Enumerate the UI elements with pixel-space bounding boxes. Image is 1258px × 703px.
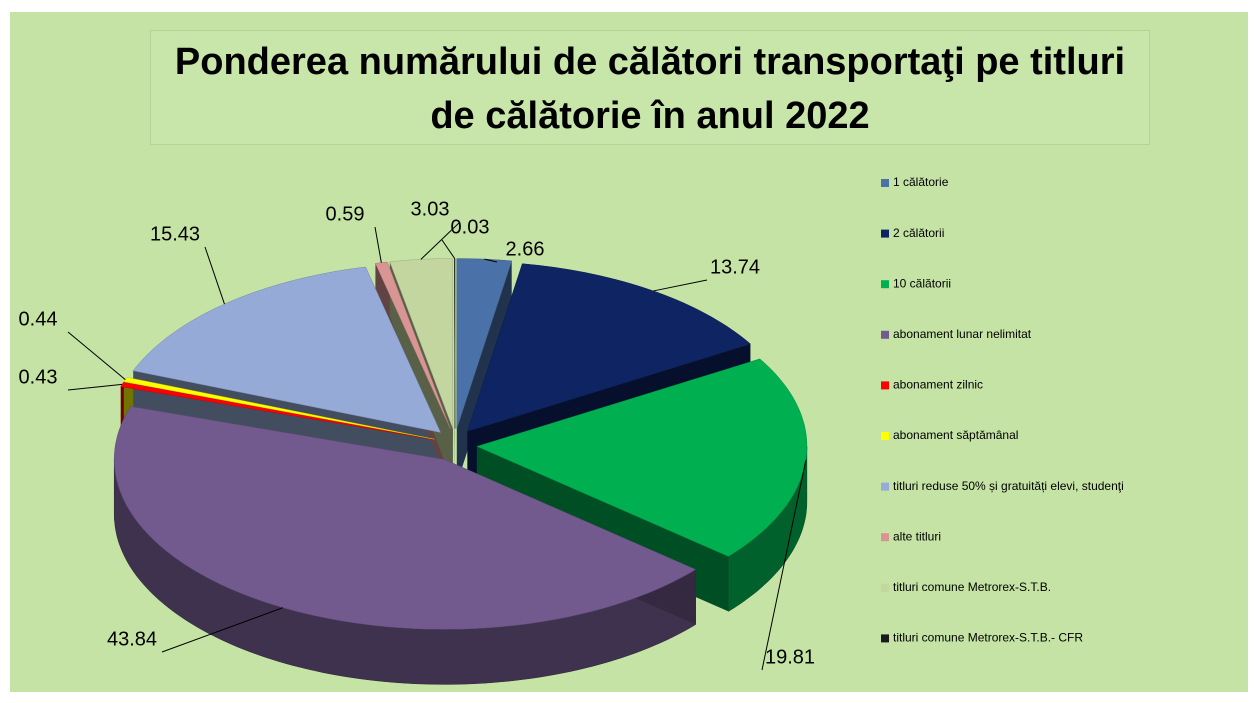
legend-swatch [881, 381, 889, 390]
data-label: 43.84 [107, 628, 157, 650]
leader-line [161, 607, 284, 653]
slice [120, 382, 435, 440]
legend-label: 2 călătorii [893, 226, 944, 240]
leader-line [374, 226, 382, 263]
slice [113, 406, 697, 630]
leader-line [761, 460, 807, 671]
data-label: 13.74 [710, 256, 760, 278]
slice [389, 258, 454, 429]
leader-line [420, 221, 461, 260]
slice [454, 258, 456, 429]
slice [467, 263, 751, 432]
legend-label: alte titluri [893, 529, 941, 543]
legend-swatch [881, 330, 889, 339]
legend-swatch [881, 280, 889, 289]
legend-swatch [881, 179, 889, 187]
legend-label: abonament săptămânal [893, 428, 1018, 442]
chart-title: Ponderea numărului de călători transport… [150, 30, 1150, 145]
data-label: 0.43 [19, 366, 58, 388]
data-label: 0.59 [326, 203, 365, 225]
legend-swatch [881, 634, 889, 643]
data-label: 15.43 [150, 223, 200, 245]
legend-label: 1 călătorie [893, 175, 949, 189]
leader-line [484, 258, 498, 263]
leader-line [204, 246, 225, 305]
data-label: 19.81 [765, 646, 815, 668]
slice [132, 266, 442, 433]
leader-line [67, 331, 126, 381]
data-label: 2.66 [506, 238, 545, 260]
leader-line [653, 279, 708, 292]
legend-label: abonament lunar nelimitat [893, 327, 1032, 341]
legend-swatch [881, 533, 889, 542]
legend-label: titluri comune Metrorex-S.T.B.- CFR [893, 631, 1083, 645]
legend-swatch [881, 583, 889, 592]
data-label: 0.03 [451, 216, 490, 238]
data-label: 0.44 [19, 308, 58, 330]
leader-line [441, 239, 456, 259]
legend-swatch [881, 229, 889, 238]
leader-line [67, 383, 123, 391]
data-label: 3.03 [411, 198, 450, 220]
legend-label: titluri reduse 50% și gratuități elevi, … [893, 479, 1124, 493]
legend-label: 10 călătorii [893, 276, 951, 290]
legend-swatch [881, 482, 889, 491]
legend-label: abonament zilnic [893, 378, 983, 392]
legend-label: titluri comune Metrorex-S.T.B. [893, 580, 1051, 594]
legend-swatch [881, 432, 889, 440]
